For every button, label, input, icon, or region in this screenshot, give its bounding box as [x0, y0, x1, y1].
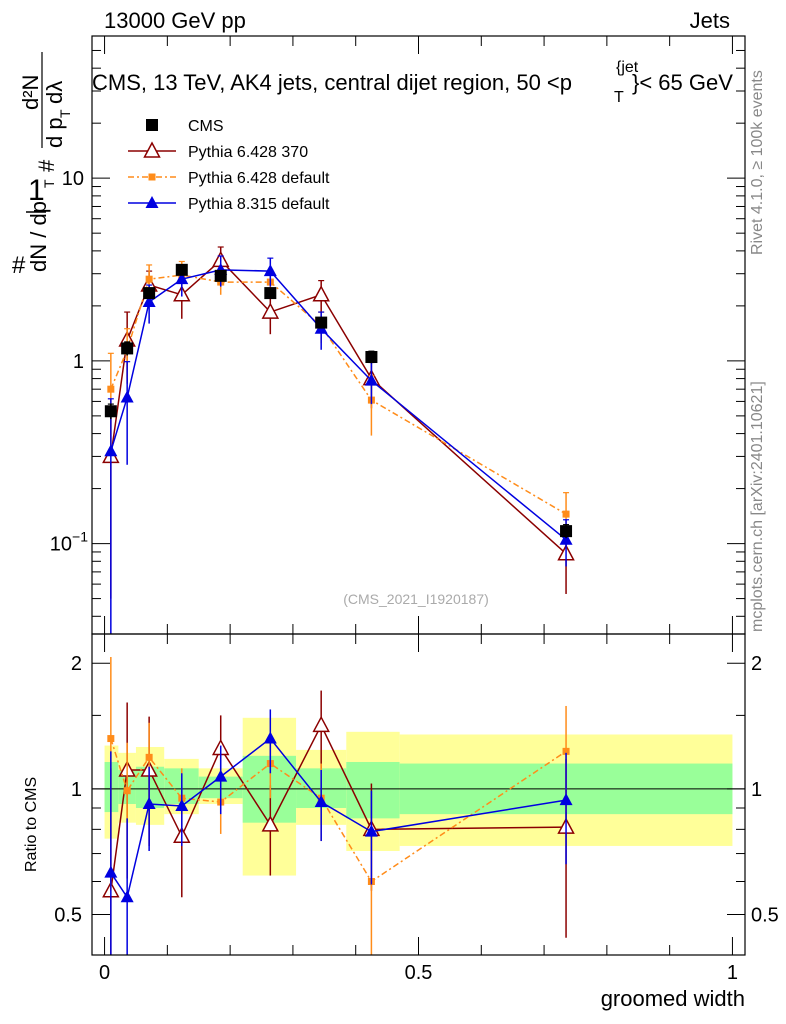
- category-label: Jets: [690, 8, 730, 33]
- main-line-pythia-8-315-default: [110, 269, 567, 541]
- main-point-pythia-6-428-default-2: [145, 275, 153, 283]
- main-ytick-label-2: 10: [62, 168, 84, 190]
- main-point-cms-4: [214, 269, 227, 282]
- legend-entry-pythia-8-315-default: Pythia 8.315 default: [128, 196, 330, 213]
- main-series-pythia-6-428-default: [107, 260, 570, 544]
- ratio-point-pythia-6-428-default-0: [107, 735, 115, 743]
- mcplots-label: mcplots.cern.ch [arXiv:2401.10621]: [749, 381, 766, 632]
- svg-text:1: 1: [28, 174, 45, 207]
- main-ytick-label-1: 1: [73, 351, 84, 373]
- ratio-ytick-label-right-1: 1: [751, 779, 762, 801]
- ratio-point-pythia-8-315-default-2: [142, 797, 156, 810]
- ratio-series-pythia-8-315-default: [104, 709, 573, 955]
- ratio-point-pythia-6-428-default-8: [562, 747, 570, 755]
- ratio-ytick-label-right-0: 0.5: [751, 905, 779, 927]
- main-point-pythia-8-315-default-1: [120, 390, 134, 403]
- legend-marker-pythia-6-428-default: [148, 173, 156, 181]
- main-point-pythia-6-428-default-0: [107, 385, 115, 393]
- main-series-pythia-8-315-default: [104, 255, 573, 634]
- main-point-pythia-8-315-default-3: [175, 272, 189, 285]
- main-point-cms-1: [121, 342, 134, 355]
- main-point-pythia-8-315-default-0: [104, 444, 118, 457]
- svg-text:#: #: [12, 252, 26, 279]
- main-ytick-label-base-0: 10: [50, 534, 72, 556]
- main-point-pythia-6-428-370-5: [261, 302, 280, 319]
- legend-label-cms: CMS: [188, 118, 224, 135]
- ratio-point-pythia-8-315-default-1: [120, 890, 134, 903]
- main-ytick-label-0: 10−1: [50, 529, 88, 556]
- x-axis-label: groomed width: [601, 986, 745, 1011]
- main-ytick-label-exp-0: −1: [72, 529, 88, 545]
- ratio-point-pythia-6-428-default-2: [145, 753, 153, 761]
- main-point-pythia-6-428-default-8: [562, 510, 570, 518]
- main-line-pythia-6-428-default: [110, 274, 567, 515]
- ratio-point-pythia-6-428-370-6: [312, 715, 330, 733]
- main-point-cms-8: [560, 525, 573, 538]
- band-inner-7: [346, 761, 400, 819]
- legend-entry-pythia-6-428-default: Pythia 6.428 default: [128, 170, 330, 187]
- main-line-pythia-6-428-370: [110, 259, 567, 555]
- plot-title-superscript: {jet: [616, 59, 639, 76]
- ratio-point-pythia-8-315-default-7: [364, 824, 378, 837]
- xtick-label-0: 0: [99, 962, 110, 984]
- y-axis-label-main: # 1 dN / dp T # d²N d p T dλ: [12, 52, 73, 279]
- ratio-point-pythia-8-315-default-6: [314, 795, 328, 808]
- main-point-cms-6: [315, 316, 328, 329]
- ratio-point-pythia-6-428-370-5: [261, 815, 280, 832]
- main-point-pythia-8-315-default-2: [142, 295, 156, 308]
- ratio-ytick-label-left-0: 0.5: [54, 905, 82, 927]
- legend-entry-pythia-6-428-370: Pythia 6.428 370: [128, 141, 308, 161]
- legend-entry-cms: CMS: [146, 118, 224, 135]
- xtick-label-1: 0.5: [405, 962, 433, 984]
- main-series-pythia-6-428-370: [102, 246, 575, 599]
- svg-text:d p: d p: [42, 117, 67, 148]
- main-point-cms-5: [264, 287, 277, 300]
- ratio-point-pythia-8-315-default-5: [263, 731, 277, 744]
- main-point-pythia-8-315-default-7: [364, 373, 378, 386]
- legend-marker-pythia-8-315-default: [145, 196, 159, 208]
- svg-text:d²N: d²N: [18, 75, 43, 110]
- data-marks: [102, 246, 575, 955]
- legend-marker-cms: [146, 119, 158, 131]
- ratio-point-pythia-8-315-default-4: [214, 769, 228, 782]
- main-point-pythia-8-315-default-5: [263, 264, 277, 277]
- legend-label-pythia-8-315-default: Pythia 8.315 default: [188, 196, 330, 213]
- main-point-pythia-8-315-default-8: [559, 532, 573, 545]
- ratio-ytick-label-left-2: 2: [71, 653, 82, 675]
- legend: CMS Pythia 6.428 370 Pythia 6.428 default P…: [128, 118, 330, 213]
- plot-title-main: CMS, 13 TeV, AK4 jets, central dijet reg…: [92, 70, 572, 95]
- analysis-watermark: (CMS_2021_I1920187): [343, 591, 489, 607]
- ratio-ytick-label-right-2: 2: [751, 653, 762, 675]
- main-point-pythia-6-428-370-6: [312, 285, 330, 302]
- legend-label-pythia-6-428-default: Pythia 6.428 default: [188, 170, 330, 187]
- ratio-ytick-label-left-1: 1: [71, 779, 82, 801]
- ratio-point-pythia-6-428-default-1: [123, 787, 131, 795]
- y-axis-label-ratio: Ratio to CMS: [23, 777, 40, 872]
- ratio-point-pythia-8-315-default-3: [175, 798, 189, 811]
- main-point-cms-7: [365, 351, 378, 364]
- svg-text:dN / dp: dN / dp: [26, 201, 51, 272]
- ratio-point-pythia-8-315-default-0: [104, 865, 118, 878]
- main-point-cms-2: [143, 287, 156, 300]
- main-point-cms-3: [175, 263, 188, 276]
- energy-label: 13000 GeV pp: [104, 8, 246, 33]
- plot-title: CMS, 13 TeV, AK4 jets, central dijet reg…: [92, 59, 733, 106]
- svg-text:dλ: dλ: [42, 81, 67, 104]
- svg-text:#: #: [34, 159, 59, 172]
- rivet-version-label: Rivet 4.1.0, ≥ 100k events: [749, 70, 766, 255]
- plot-title-subscript: T: [614, 89, 624, 106]
- xtick-label-2: 1: [727, 962, 738, 984]
- ratio-point-pythia-8-315-default-8: [559, 793, 573, 806]
- main-series-cms: [104, 263, 573, 539]
- legend-marker-pythia-6-428-370: [143, 141, 161, 158]
- plot-title-end: }< 65 GeV: [632, 70, 733, 95]
- main-point-cms-0: [104, 405, 117, 418]
- legend-label-pythia-6-428-370: Pythia 6.428 370: [188, 144, 308, 161]
- svg-text:T: T: [41, 179, 57, 188]
- svg-text:T: T: [57, 109, 73, 118]
